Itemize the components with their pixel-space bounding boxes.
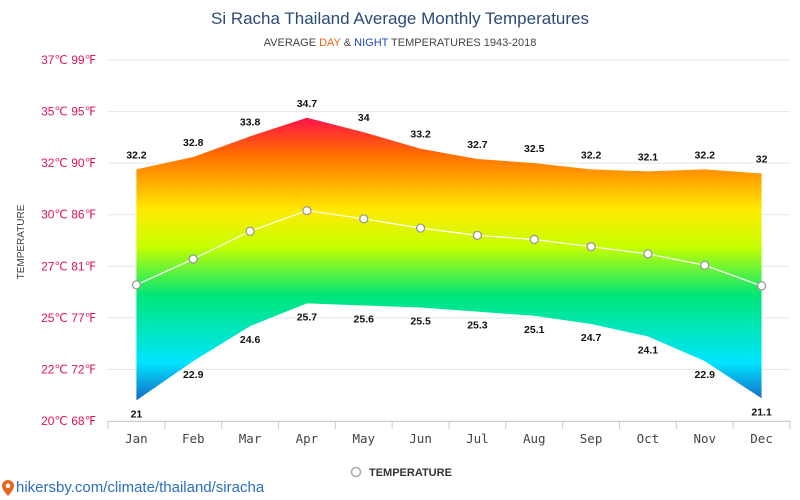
x-tick-label: Jan (125, 431, 148, 446)
average-point-feb[interactable] (188, 254, 198, 264)
average-line (131, 205, 767, 291)
chart-subtitle: AVERAGE DAY & NIGHT TEMPERATURES 1943-20… (264, 37, 537, 49)
day-value-label: 32.2 (695, 149, 716, 161)
x-tick-label: Mar (239, 431, 262, 446)
x-tick-label: Jul (466, 431, 489, 446)
y-tick-label: 22℃ 72℉ (41, 362, 96, 376)
average-point-oct[interactable] (643, 249, 653, 259)
subtitle-mid: & (341, 37, 354, 49)
average-point-dec[interactable] (756, 281, 767, 291)
average-point-apr[interactable] (302, 205, 312, 216)
data-labels: 32.2 32.8 33.8 34.7 34 33.2 32.7 32.5 32.2 32.1 32… (126, 98, 772, 421)
x-tick-label: Dec (750, 431, 773, 446)
y-tick-label: 32℃ 90℉ (41, 156, 96, 170)
night-value-label: 25.7 (297, 311, 318, 323)
y-tick-label: 30℃ 86℉ (41, 208, 96, 222)
temperature-chart: Si Racha Thailand Average Monthly Temper… (16, 9, 791, 478)
average-point-mar[interactable] (245, 226, 255, 236)
y-tick-label: 37℃ 99℉ (41, 53, 96, 67)
y-axis-ticks: 20℃ 68℉ 22℃ 72℉ 25℃ 77℉ 27℃ 81℉ 30℃ 86℉ 32℃ 9… (41, 53, 96, 428)
day-value-label: 32.2 (581, 149, 602, 161)
y-axis-label: TEMPERATURE (16, 204, 27, 279)
average-temperature-line (136, 209, 762, 287)
day-value-label: 32.5 (524, 143, 545, 155)
footer-text: hikersby.com/climate/thailand/siracha (16, 479, 265, 496)
subtitle-prefix: AVERAGE (264, 37, 319, 49)
subtitle-day: DAY (319, 37, 341, 49)
average-point-nov[interactable] (700, 260, 710, 270)
average-point-jun[interactable] (415, 223, 426, 233)
night-value-label: 24.7 (581, 332, 602, 344)
night-value-label: 24.1 (638, 344, 659, 356)
y-tick-label: 20℃ 68℉ (41, 414, 96, 428)
x-axis: Jan Feb Mar Apr May Jun Jul Aug Sep Oct Nov Dec (107, 421, 791, 446)
map-pin-icon (2, 479, 14, 496)
day-value-label: 32.8 (183, 137, 204, 149)
average-point-jan[interactable] (131, 280, 142, 290)
x-tick-label: May (352, 431, 375, 446)
night-value-label: 25.3 (467, 320, 488, 332)
day-value-label: 32 (756, 153, 768, 165)
day-night-area (136, 117, 762, 401)
night-value-label: 25.6 (354, 313, 375, 325)
chart-title: Si Racha Thailand Average Monthly Temper… (211, 9, 589, 28)
average-point-jul[interactable] (472, 230, 483, 240)
night-value-label: 25.1 (524, 324, 545, 336)
night-value-label: 22.9 (183, 369, 204, 381)
day-value-label: 34 (358, 112, 370, 124)
day-value-label: 32.2 (126, 149, 147, 161)
subtitle-suffix: TEMPERATURES 1943-2018 (388, 37, 536, 49)
day-value-label: 33.8 (240, 116, 261, 128)
x-tick-label: Jun (409, 431, 432, 446)
y-tick-label: 27℃ 81℉ (41, 259, 96, 273)
legend-marker (350, 466, 362, 478)
x-tick-label: Nov (693, 431, 716, 446)
day-value-label: 32.7 (467, 139, 488, 151)
average-point-aug[interactable] (529, 234, 539, 245)
average-point-sep[interactable] (586, 242, 596, 252)
day-value-label: 33.2 (410, 129, 431, 141)
legend[interactable]: TEMPERATURE (350, 466, 452, 478)
x-tick-label: Sep (580, 431, 603, 446)
night-value-label: 21 (131, 408, 143, 420)
y-tick-label: 25℃ 77℉ (41, 311, 96, 325)
x-tick-label: Oct (637, 431, 660, 446)
average-point-may[interactable] (359, 214, 369, 224)
x-tick-label: Apr (296, 431, 319, 446)
subtitle-night: NIGHT (354, 37, 389, 49)
y-tick-label: 35℃ 95℉ (41, 105, 96, 119)
night-value-label: 22.9 (695, 369, 716, 381)
night-value-label: 25.5 (410, 316, 431, 328)
night-value-label: 24.6 (240, 334, 261, 346)
day-value-label: 32.1 (638, 151, 659, 163)
day-value-label: 34.7 (297, 98, 318, 110)
night-value-label: 21.1 (751, 406, 772, 418)
x-tick-label: Aug (523, 431, 546, 446)
footer-link[interactable]: hikersby.com/climate/thailand/siracha (2, 479, 264, 496)
x-tick-label: Feb (182, 431, 205, 446)
temperature-band (136, 117, 762, 401)
legend-label-temperature: TEMPERATURE (369, 467, 452, 478)
